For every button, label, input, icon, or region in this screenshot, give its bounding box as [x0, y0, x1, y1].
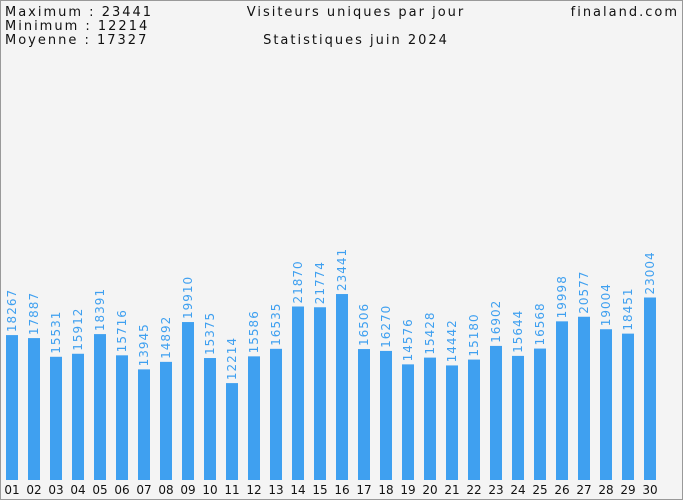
bar — [600, 329, 612, 480]
x-tick-label: 06 — [114, 483, 129, 497]
bar — [248, 356, 260, 480]
bar — [556, 321, 568, 480]
value-label: 13945 — [137, 323, 151, 366]
value-label: 14442 — [445, 319, 459, 362]
bar — [94, 334, 106, 480]
x-tick-label: 19 — [400, 483, 415, 497]
value-label: 23441 — [335, 248, 349, 291]
x-tick-label: 29 — [620, 483, 635, 497]
x-tick-label: 01 — [4, 483, 19, 497]
x-tick-label: 27 — [576, 483, 591, 497]
summary-min: Minimum : 12214 — [5, 19, 149, 34]
x-tick-label: 30 — [642, 483, 657, 497]
bar — [50, 356, 62, 480]
x-tick-label: 23 — [488, 483, 503, 497]
value-label: 14576 — [401, 318, 415, 361]
x-tick-label: 14 — [290, 483, 305, 497]
bar — [336, 294, 348, 480]
chart-subtitle: Statistiques juin 2024 — [263, 33, 449, 48]
bar — [534, 348, 546, 480]
x-tick-label: 15 — [312, 483, 327, 497]
bar — [138, 369, 150, 480]
x-tick-label: 16 — [334, 483, 349, 497]
x-tick-label: 12 — [246, 483, 261, 497]
value-label: 18391 — [93, 288, 107, 331]
value-label: 15716 — [115, 309, 129, 352]
value-label: 21870 — [291, 260, 305, 303]
x-tick-label: 17 — [356, 483, 371, 497]
bar — [72, 353, 84, 480]
value-label: 15644 — [511, 310, 525, 353]
value-label: 18451 — [621, 287, 635, 330]
bar — [314, 307, 326, 480]
value-label: 16535 — [269, 303, 283, 346]
value-label: 19910 — [181, 276, 195, 319]
value-label: 15586 — [247, 310, 261, 353]
bar — [28, 338, 40, 480]
bar — [424, 357, 436, 480]
x-tick-label: 08 — [158, 483, 173, 497]
chart-title: Visiteurs uniques par jour — [247, 5, 466, 20]
x-tick-label: 20 — [422, 483, 437, 497]
value-label: 15531 — [49, 311, 63, 354]
bar — [512, 355, 524, 480]
value-label: 21774 — [313, 261, 327, 304]
value-label: 16506 — [357, 303, 371, 346]
x-tick-label: 05 — [92, 483, 107, 497]
value-label: 18267 — [5, 289, 19, 332]
value-label: 15428 — [423, 311, 437, 354]
x-tick-label: 24 — [510, 483, 525, 497]
bar — [578, 316, 590, 480]
value-label: 14892 — [159, 316, 173, 359]
x-tick-label: 13 — [268, 483, 283, 497]
value-label: 16270 — [379, 305, 393, 348]
x-tick-label: 28 — [598, 483, 613, 497]
bar — [446, 365, 458, 480]
value-label: 15912 — [71, 308, 85, 351]
value-label: 12214 — [225, 337, 239, 380]
x-tick-label: 09 — [180, 483, 195, 497]
x-tick-label: 18 — [378, 483, 393, 497]
x-tick-label: 26 — [554, 483, 569, 497]
bar — [6, 335, 18, 480]
value-label: 16568 — [533, 302, 547, 345]
bar — [226, 383, 238, 480]
bar — [116, 355, 128, 480]
x-tick-label: 07 — [136, 483, 151, 497]
bar — [358, 349, 370, 480]
bar — [292, 306, 304, 480]
bar — [402, 364, 414, 480]
value-label: 20577 — [577, 271, 591, 314]
x-tick-label: 03 — [48, 483, 63, 497]
value-label: 15375 — [203, 312, 217, 355]
x-tick-label: 10 — [202, 483, 217, 497]
x-tick-label: 21 — [444, 483, 459, 497]
summary-max: Maximum : 23441 — [5, 5, 153, 20]
x-tick-label: 04 — [70, 483, 85, 497]
bar — [380, 350, 392, 480]
x-tick-label: 02 — [26, 483, 41, 497]
value-label: 19998 — [555, 275, 569, 318]
bar — [182, 322, 194, 480]
x-tick-label: 25 — [532, 483, 547, 497]
value-label: 23004 — [643, 251, 657, 294]
bar — [644, 297, 656, 480]
value-label: 16902 — [489, 300, 503, 343]
bar — [160, 361, 172, 480]
value-label: 17887 — [27, 292, 41, 335]
bar — [270, 348, 282, 480]
summary-avg: Moyenne : 17327 — [5, 33, 148, 48]
bar — [490, 345, 502, 480]
value-label: 19004 — [599, 283, 613, 326]
bar — [204, 358, 216, 480]
bar — [468, 359, 480, 480]
site-name: finaland.com — [571, 5, 679, 20]
x-tick-label: 11 — [224, 483, 239, 497]
bar — [622, 333, 634, 480]
x-tick-label: 22 — [466, 483, 481, 497]
value-label: 15180 — [467, 313, 481, 356]
